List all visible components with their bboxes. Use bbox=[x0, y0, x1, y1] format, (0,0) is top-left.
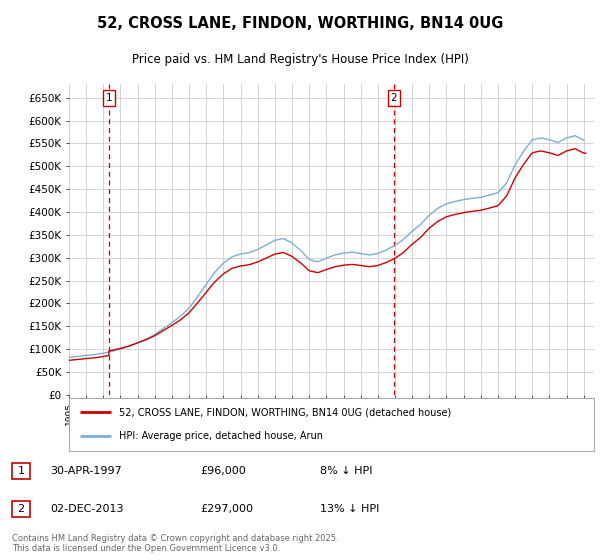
Text: 30-APR-1997: 30-APR-1997 bbox=[50, 466, 122, 476]
Text: Contains HM Land Registry data © Crown copyright and database right 2025.
This d: Contains HM Land Registry data © Crown c… bbox=[12, 534, 338, 553]
Text: 1: 1 bbox=[106, 93, 112, 103]
Text: 2: 2 bbox=[390, 93, 397, 103]
Text: HPI: Average price, detached house, Arun: HPI: Average price, detached house, Arun bbox=[119, 431, 323, 441]
Text: 52, CROSS LANE, FINDON, WORTHING, BN14 0UG: 52, CROSS LANE, FINDON, WORTHING, BN14 0… bbox=[97, 16, 503, 31]
Text: 1: 1 bbox=[17, 466, 25, 476]
Text: 13% ↓ HPI: 13% ↓ HPI bbox=[320, 504, 379, 514]
Text: 02-DEC-2013: 02-DEC-2013 bbox=[50, 504, 124, 514]
Text: £297,000: £297,000 bbox=[200, 504, 253, 514]
Text: 8% ↓ HPI: 8% ↓ HPI bbox=[320, 466, 373, 476]
Bar bbox=[12, 463, 30, 479]
Text: Price paid vs. HM Land Registry's House Price Index (HPI): Price paid vs. HM Land Registry's House … bbox=[131, 53, 469, 66]
Text: 52, CROSS LANE, FINDON, WORTHING, BN14 0UG (detached house): 52, CROSS LANE, FINDON, WORTHING, BN14 0… bbox=[119, 408, 451, 418]
Bar bbox=[12, 501, 30, 517]
Text: 2: 2 bbox=[17, 504, 25, 514]
Text: £96,000: £96,000 bbox=[200, 466, 246, 476]
